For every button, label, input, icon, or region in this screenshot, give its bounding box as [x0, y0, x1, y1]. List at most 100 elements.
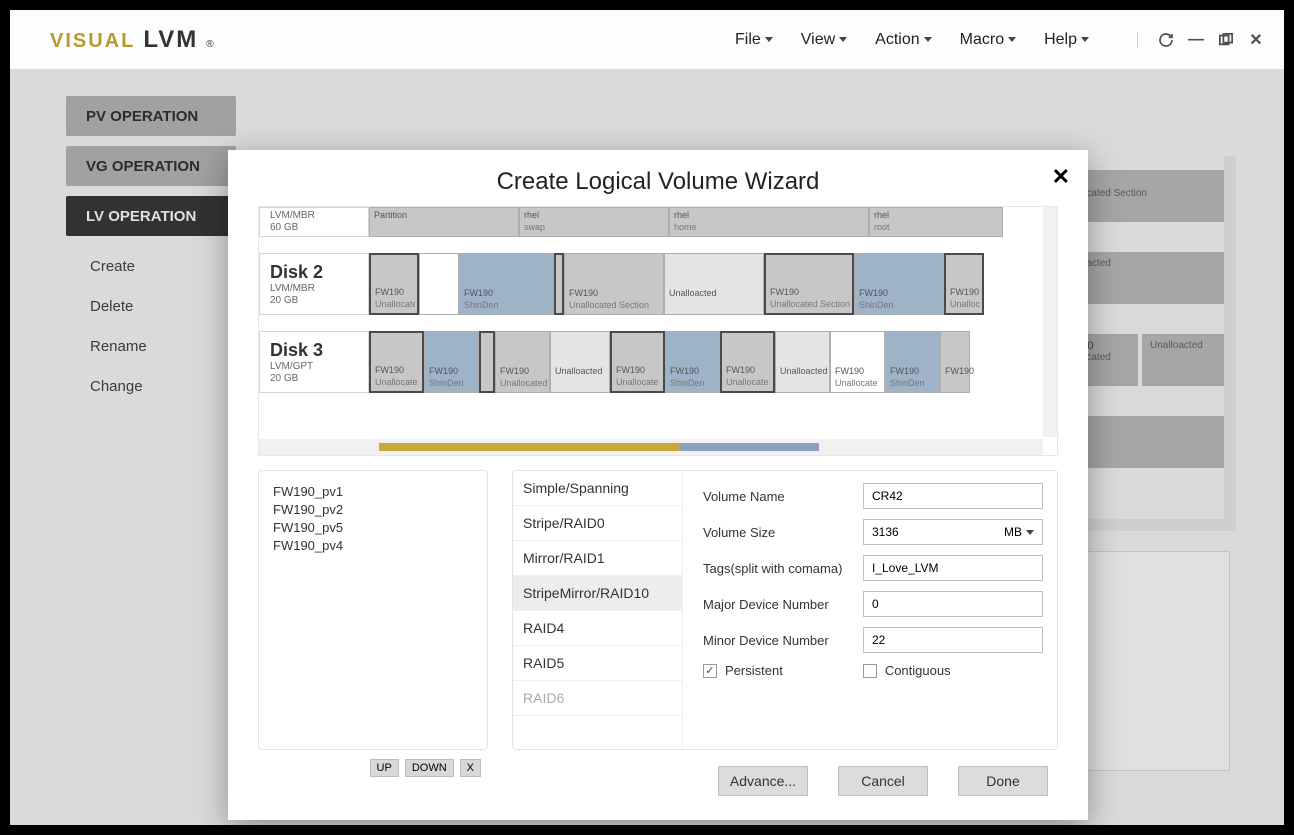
- raid-type-item: RAID6: [513, 681, 682, 716]
- disk-segment[interactable]: FW190ShinDen: [665, 331, 720, 393]
- disk-segment[interactable]: rhelroot: [869, 207, 1003, 237]
- disk-segment[interactable]: FW190ShinDen: [885, 331, 940, 393]
- pv-remove-button[interactable]: X: [460, 759, 481, 777]
- pv-item[interactable]: FW190_pv5: [273, 520, 473, 535]
- disk-segment[interactable]: rhelhome: [669, 207, 869, 237]
- pv-item[interactable]: FW190_pv4: [273, 538, 473, 553]
- disk-segment[interactable]: Unalloacted: [664, 253, 764, 315]
- checkbox-contiguous[interactable]: Contiguous: [863, 663, 951, 678]
- disk-segment[interactable]: FW190Unallocated Section: [564, 253, 664, 315]
- segment-strip: Partitionrhelswaprhelhomerhelroot: [369, 207, 1057, 237]
- disks-vertical-scrollbar[interactable]: [1043, 207, 1057, 437]
- pv-item[interactable]: FW190_pv2: [273, 502, 473, 517]
- disk-segment[interactable]: [419, 253, 459, 315]
- menu-file[interactable]: File: [735, 31, 773, 49]
- segment-strip: FW190UnallocateFW190ShinDenFW190Unalloca…: [369, 331, 1057, 393]
- disk-label: LVM/MBR60 GB: [259, 207, 369, 237]
- label-volume-size: Volume Size: [703, 525, 863, 540]
- pv-down-button[interactable]: DOWN: [405, 759, 454, 777]
- input-volume-size[interactable]: 3136 MB: [863, 519, 1043, 545]
- label-major: Major Device Number: [703, 597, 863, 612]
- refresh-icon[interactable]: [1158, 32, 1174, 48]
- pv-item[interactable]: FW190_pv1: [273, 484, 473, 499]
- done-button[interactable]: Done: [958, 766, 1048, 796]
- dialog-title: Create Logical Volume Wizard: [228, 150, 1088, 206]
- raid-and-form: Simple/SpanningStripe/RAID0Mirror/RAID1S…: [512, 470, 1058, 750]
- segment-strip: FW190Unallocated SectionFW190ShinDenFW19…: [369, 253, 1057, 315]
- input-major[interactable]: [863, 591, 1043, 617]
- pv-list-panel: FW190_pv1FW190_pv2FW190_pv5FW190_pv4 UP …: [258, 470, 488, 750]
- disks-pane: LVM/MBR60 GBPartitionrhelswaprhelhomerhe…: [258, 206, 1058, 456]
- menu-action[interactable]: Action: [875, 31, 931, 49]
- disk-segment[interactable]: FW190Unallocated Section: [369, 253, 419, 315]
- menubar: File View Action Macro Help — ✕: [735, 31, 1264, 49]
- dialog-lower: FW190_pv1FW190_pv2FW190_pv5FW190_pv4 UP …: [258, 470, 1058, 750]
- raid-type-item[interactable]: Simple/Spanning: [513, 471, 682, 506]
- app-frame: VISUAL LVM ® File View Action Macro Help…: [10, 10, 1284, 825]
- disk-segment[interactable]: FW190Unallocate: [830, 331, 885, 393]
- maximize-icon[interactable]: [1218, 32, 1234, 48]
- scroll-thumb-gold[interactable]: [379, 443, 679, 451]
- caret-down-icon: [839, 37, 847, 42]
- body-area: PV OPERATION VG OPERATION LV OPERATION C…: [10, 70, 1284, 825]
- advance-button[interactable]: Advance...: [718, 766, 808, 796]
- input-tags[interactable]: [863, 555, 1043, 581]
- raid-type-item[interactable]: Mirror/RAID1: [513, 541, 682, 576]
- logo-reg: ®: [206, 39, 213, 50]
- disk-segment[interactable]: FW190Unallocate: [720, 331, 775, 393]
- raid-type-item[interactable]: Stripe/RAID0: [513, 506, 682, 541]
- create-lv-wizard-dialog: ✕ Create Logical Volume Wizard LVM/MBR60…: [228, 150, 1088, 820]
- disk-segment[interactable]: FW190: [940, 331, 970, 393]
- label-volume-name: Volume Name: [703, 489, 863, 504]
- check-icon: ✓: [703, 664, 717, 678]
- disk-segment[interactable]: FW190Unallocate: [610, 331, 665, 393]
- input-minor[interactable]: [863, 627, 1043, 653]
- minimize-icon[interactable]: —: [1188, 32, 1204, 48]
- app-logo: VISUAL LVM ®: [50, 26, 214, 54]
- disks-horizontal-scrollbar[interactable]: [259, 439, 1043, 455]
- topbar: VISUAL LVM ® File View Action Macro Help…: [10, 10, 1284, 70]
- disk-segment[interactable]: FW190ShinDen: [854, 253, 944, 315]
- disk-row: Disk 2LVM/MBR20 GBFW190Unallocated Secti…: [259, 253, 1057, 331]
- caret-down-icon: [924, 37, 932, 42]
- disk-segment[interactable]: Partition: [369, 207, 519, 237]
- logo-visual: VISUAL: [50, 30, 135, 53]
- disk-segment[interactable]: FW190Unallocate: [369, 331, 424, 393]
- disk-segment[interactable]: [554, 253, 564, 315]
- raid-type-item[interactable]: RAID5: [513, 646, 682, 681]
- disk-segment[interactable]: Unalloacted: [550, 331, 610, 393]
- menu-view[interactable]: View: [801, 31, 847, 49]
- disk-segment[interactable]: rhelswap: [519, 207, 669, 237]
- pv-up-button[interactable]: UP: [370, 759, 399, 777]
- logo-lvm: LVM: [143, 26, 198, 54]
- disk-segment[interactable]: FW190Unalloc: [944, 253, 984, 315]
- disk-segment[interactable]: FW190ShinDen: [459, 253, 554, 315]
- checkbox-persistent[interactable]: ✓ Persistent: [703, 663, 783, 678]
- disk-label: Disk 2LVM/MBR20 GB: [259, 253, 369, 315]
- disk-segment[interactable]: FW190Unallocated Section: [764, 253, 854, 315]
- caret-down-icon: [1081, 37, 1089, 42]
- caret-down-icon: [1026, 530, 1034, 535]
- caret-down-icon: [1008, 37, 1016, 42]
- menu-help[interactable]: Help: [1044, 31, 1089, 49]
- menu-macro[interactable]: Macro: [960, 31, 1016, 49]
- pv-list-buttons: UP DOWN X: [370, 759, 481, 777]
- dialog-close-button[interactable]: ✕: [1052, 164, 1070, 190]
- label-tags: Tags(split with comama): [703, 561, 863, 576]
- disk-segment[interactable]: FW190Unallocated: [495, 331, 550, 393]
- scroll-thumb-blue[interactable]: [679, 443, 819, 451]
- disk-segment[interactable]: Unalloacted: [775, 331, 830, 393]
- input-volume-name[interactable]: [863, 483, 1043, 509]
- disk-label: Disk 3LVM/GPT20 GB: [259, 331, 369, 393]
- raid-type-item[interactable]: StripeMirror/RAID10: [513, 576, 682, 611]
- close-icon[interactable]: ✕: [1248, 32, 1264, 48]
- disk-segment[interactable]: [479, 331, 495, 393]
- window-controls: — ✕: [1137, 32, 1264, 48]
- raid-type-item[interactable]: RAID4: [513, 611, 682, 646]
- disk-segment[interactable]: FW190ShinDen: [424, 331, 479, 393]
- disk-row: Disk 3LVM/GPT20 GBFW190UnallocateFW190Sh…: [259, 331, 1057, 409]
- cancel-button[interactable]: Cancel: [838, 766, 928, 796]
- check-icon: [863, 664, 877, 678]
- lv-form: Volume Name Volume Size 3136 MB Tags(spl…: [699, 471, 1057, 749]
- label-minor: Minor Device Number: [703, 633, 863, 648]
